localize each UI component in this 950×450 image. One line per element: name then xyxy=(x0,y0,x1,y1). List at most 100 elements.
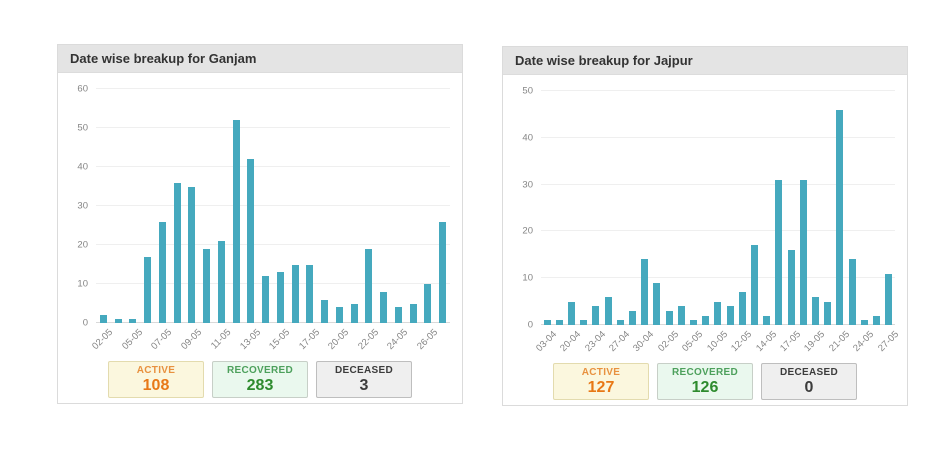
stats-row-ganjam: ACTIVE 108 RECOVERED 283 DECEASED 3 xyxy=(58,361,462,398)
bar-slot xyxy=(288,89,303,323)
plot-area: 0 10 20 30 40 50 60 xyxy=(77,84,450,329)
bar-slot xyxy=(724,91,736,325)
bar[interactable] xyxy=(824,301,832,325)
bar[interactable] xyxy=(394,307,402,323)
bar[interactable] xyxy=(763,315,771,325)
x-tick-label: 10-05 xyxy=(704,329,730,354)
bar[interactable] xyxy=(873,315,881,325)
bar[interactable] xyxy=(232,120,240,323)
bar[interactable] xyxy=(848,259,856,325)
plot-area: 0 10 20 30 40 50 xyxy=(522,86,895,331)
x-tick-label: 17-05 xyxy=(296,327,322,352)
bar[interactable] xyxy=(860,320,868,325)
bar-slot xyxy=(858,91,870,325)
x-tick-label: 20-05 xyxy=(326,327,352,352)
bar[interactable] xyxy=(365,248,373,323)
bar[interactable] xyxy=(144,256,152,323)
bar-slot xyxy=(651,91,663,325)
bar-slot xyxy=(406,89,421,323)
bar[interactable] xyxy=(665,310,673,325)
bar[interactable] xyxy=(129,319,137,323)
recovered-stat-label: RECOVERED xyxy=(226,364,294,376)
bar[interactable] xyxy=(592,306,600,325)
bar[interactable] xyxy=(616,320,624,325)
bar[interactable] xyxy=(799,179,807,325)
bar[interactable] xyxy=(885,273,893,325)
bar-slot xyxy=(578,91,590,325)
x-tick-label: 07-05 xyxy=(149,327,175,352)
bar[interactable] xyxy=(543,320,551,325)
bar[interactable] xyxy=(629,310,637,325)
bar[interactable] xyxy=(321,299,329,323)
bar[interactable] xyxy=(604,296,612,325)
bar[interactable] xyxy=(424,284,432,323)
bar[interactable] xyxy=(439,221,447,323)
deceased-stat-box: DECEASED 0 xyxy=(761,363,857,400)
bar[interactable] xyxy=(641,259,649,325)
bar[interactable] xyxy=(690,320,698,325)
x-tick-label: 24-05 xyxy=(385,327,411,352)
bar[interactable] xyxy=(158,221,166,323)
bar-slot xyxy=(590,91,602,325)
gridline xyxy=(541,277,895,279)
y-tick-label: 50 xyxy=(77,122,88,134)
bar[interactable] xyxy=(775,179,783,325)
bar[interactable] xyxy=(350,303,358,323)
bar-slot xyxy=(700,91,712,325)
gridline xyxy=(96,127,450,128)
gridline xyxy=(96,166,450,168)
y-tick-label: 10 xyxy=(77,278,88,290)
bar-slot xyxy=(553,91,565,325)
bar[interactable] xyxy=(787,250,795,325)
bar[interactable] xyxy=(738,292,746,325)
bar[interactable] xyxy=(291,264,299,323)
x-tick-label: 12-05 xyxy=(729,329,755,354)
bar[interactable] xyxy=(568,301,575,325)
bar[interactable] xyxy=(580,320,588,325)
bar[interactable] xyxy=(335,307,343,323)
bar-slot xyxy=(809,91,821,325)
bar[interactable] xyxy=(751,245,759,325)
bar[interactable] xyxy=(217,241,225,323)
bar-slot xyxy=(317,89,332,323)
bar[interactable] xyxy=(380,291,388,323)
bar[interactable] xyxy=(203,248,211,323)
bar[interactable] xyxy=(173,182,181,323)
bar-slot xyxy=(111,89,126,323)
x-tick-label: 27-04 xyxy=(607,329,633,354)
x-tick-label: 20-04 xyxy=(558,329,584,354)
active-stat-value: 108 xyxy=(142,376,170,394)
x-tick-label: 26-05 xyxy=(414,327,440,352)
bar[interactable] xyxy=(99,315,107,323)
bar-slot xyxy=(185,89,200,323)
gridline xyxy=(541,230,895,232)
recovered-stat-label: RECOVERED xyxy=(671,366,739,378)
bar[interactable] xyxy=(114,319,122,323)
bar[interactable] xyxy=(247,159,255,323)
bar[interactable] xyxy=(677,306,685,325)
active-stat-value: 127 xyxy=(587,378,615,396)
bar[interactable] xyxy=(276,272,284,323)
bar-slot xyxy=(602,91,614,325)
bar[interactable] xyxy=(409,303,417,323)
bar-slot xyxy=(785,91,797,325)
bar[interactable] xyxy=(726,306,734,325)
bar-slot xyxy=(229,89,244,323)
x-tick-label: 03-04 xyxy=(533,329,559,354)
active-stat-label: ACTIVE xyxy=(581,366,621,378)
bar[interactable] xyxy=(306,264,314,323)
bar[interactable] xyxy=(653,282,661,325)
bar[interactable] xyxy=(812,296,820,325)
bar[interactable] xyxy=(714,301,722,325)
deceased-stat-label: DECEASED xyxy=(335,364,393,376)
bar[interactable] xyxy=(702,315,710,325)
bar[interactable] xyxy=(555,320,563,325)
bar[interactable] xyxy=(262,276,270,323)
bar-slot xyxy=(214,89,229,323)
deceased-stat-label: DECEASED xyxy=(780,366,838,378)
panel-ganjam: Date wise breakup for Ganjam 0 10 20 30 40 50… xyxy=(57,44,463,404)
bar-slot xyxy=(639,91,651,325)
panel-title-ganjam: Date wise breakup for Ganjam xyxy=(58,45,462,73)
bar[interactable] xyxy=(836,109,844,325)
bar[interactable] xyxy=(188,186,196,323)
